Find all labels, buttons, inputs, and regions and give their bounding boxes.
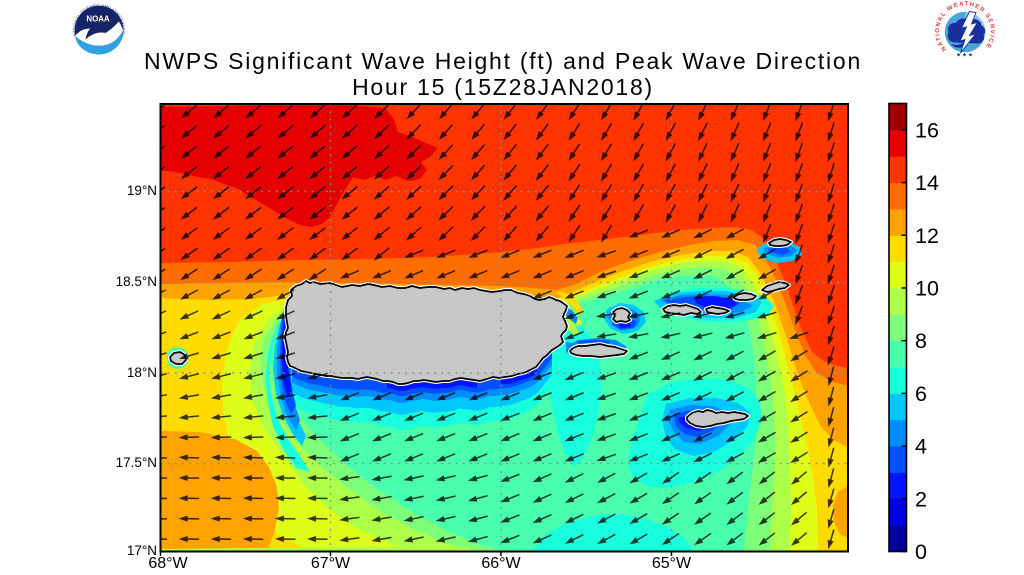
svg-text:NOAA: NOAA: [86, 15, 110, 24]
svg-text:6: 6: [915, 382, 927, 406]
svg-text:★★★: ★★★: [956, 52, 974, 59]
svg-text:12: 12: [915, 224, 939, 248]
svg-text:0: 0: [915, 540, 927, 564]
svg-text:14: 14: [915, 171, 939, 195]
svg-text:2: 2: [915, 487, 927, 511]
svg-text:16: 16: [915, 118, 939, 142]
svg-text:4: 4: [915, 435, 927, 459]
svg-text:8: 8: [915, 329, 927, 353]
svg-text:10: 10: [915, 276, 939, 300]
